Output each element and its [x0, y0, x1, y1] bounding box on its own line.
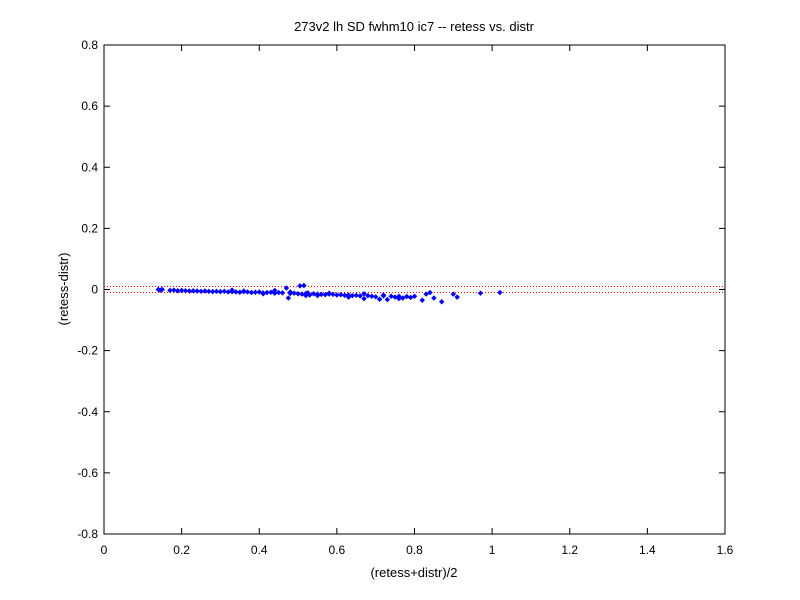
data-point: [384, 296, 391, 303]
data-point: [361, 295, 367, 302]
data-point: [411, 293, 418, 299]
y-tick-label: 0: [91, 283, 98, 297]
x-tick-label: 0.2: [173, 543, 190, 557]
data-point: [248, 289, 255, 296]
data-point: [301, 282, 307, 289]
data-point: [330, 291, 336, 298]
data-point: [206, 288, 212, 295]
data-point: [272, 287, 278, 294]
data-point: [252, 289, 259, 295]
data-point: [334, 292, 340, 298]
data-point: [314, 292, 321, 299]
data-point: [264, 289, 270, 296]
data-point: [407, 294, 414, 301]
data-point: [260, 291, 266, 297]
data-point: [365, 292, 371, 299]
data-point: [279, 290, 286, 296]
y-tick-label: 0.4: [81, 160, 98, 174]
data-point: [303, 292, 309, 299]
data-point: [326, 290, 332, 296]
data-point: [318, 291, 325, 298]
chart-title: 273v2 lh SD fwhm10 ic7 -- retess vs. dis…: [294, 19, 535, 34]
data-point: [438, 299, 445, 305]
data-point: [431, 295, 437, 301]
data-point: [295, 291, 301, 297]
data-point: [217, 288, 224, 295]
y-tick-label: -0.8: [77, 527, 98, 541]
data-point: [229, 287, 235, 293]
x-tick-label: 1.6: [717, 543, 734, 557]
x-tick-label: 0.4: [251, 543, 268, 557]
y-tick-label: 0.6: [81, 99, 98, 113]
data-point: [338, 291, 344, 298]
x-axis-label: (retess+distr)/2: [370, 565, 457, 580]
data-point: [357, 293, 363, 299]
data-point: [423, 291, 429, 297]
data-point: [477, 290, 484, 296]
y-tick-label: 0.8: [81, 38, 98, 52]
data-point: [380, 292, 387, 298]
data-point: [194, 288, 200, 294]
x-tick-label: 0.8: [406, 543, 423, 557]
y-tick-label: -0.2: [77, 344, 98, 358]
data-point: [497, 289, 503, 296]
data-point: [159, 286, 165, 293]
data-point: [182, 287, 189, 294]
y-tick-label: -0.6: [77, 466, 98, 480]
data-point: [233, 289, 239, 295]
data-point: [287, 289, 294, 295]
data-point: [256, 289, 262, 295]
x-tick-label: 1: [489, 543, 496, 557]
data-points: [155, 282, 503, 305]
data-point: [396, 295, 402, 302]
data-point: [241, 288, 247, 294]
y-tick-label: 0.2: [81, 221, 98, 235]
data-point: [283, 285, 290, 291]
data-point: [400, 295, 406, 301]
data-point: [171, 287, 177, 293]
data-point: [454, 294, 460, 300]
data-point: [353, 292, 360, 299]
data-point: [221, 288, 228, 295]
data-point: [175, 287, 181, 294]
data-point: [306, 292, 313, 298]
data-point: [213, 288, 220, 295]
data-point: [345, 294, 352, 300]
x-tick-label: 1.2: [561, 543, 578, 557]
data-point: [376, 296, 383, 303]
data-point: [202, 288, 208, 294]
x-tick-label: 1.4: [639, 543, 656, 557]
y-axis-label: (retess-distr): [56, 253, 71, 326]
data-point: [198, 288, 204, 295]
data-point: [419, 297, 425, 303]
data-point: [369, 293, 375, 299]
x-tick-label: 0: [101, 543, 108, 557]
data-point: [297, 283, 303, 289]
data-point: [361, 291, 367, 297]
data-point: [404, 293, 410, 300]
data-point: [372, 294, 379, 300]
data-point: [285, 295, 292, 301]
y-axis-ticks: -0.8 -0.6 -0.4 -0.2 0 0.2 0.4 0.6 0.8: [77, 38, 725, 541]
data-point: [427, 289, 433, 296]
data-point: [186, 288, 193, 294]
data-point: [209, 288, 216, 295]
data-point: [178, 287, 185, 294]
x-axis-ticks: 0 0.2 0.4 0.6 0.8 1 1.2 1.4 1.6: [101, 45, 734, 557]
data-point: [275, 289, 282, 296]
y-tick-label: -0.4: [77, 405, 98, 419]
x-tick-label: 0.6: [329, 543, 346, 557]
data-point: [388, 293, 394, 299]
plot-area: [103, 44, 726, 535]
data-point: [225, 289, 231, 295]
data-point: [190, 287, 196, 294]
data-point: [291, 290, 297, 296]
data-point: [349, 292, 356, 299]
data-point: [341, 292, 348, 299]
data-point: [310, 291, 317, 297]
data-point: [450, 291, 457, 297]
data-point: [268, 289, 274, 295]
data-point: [167, 287, 173, 294]
